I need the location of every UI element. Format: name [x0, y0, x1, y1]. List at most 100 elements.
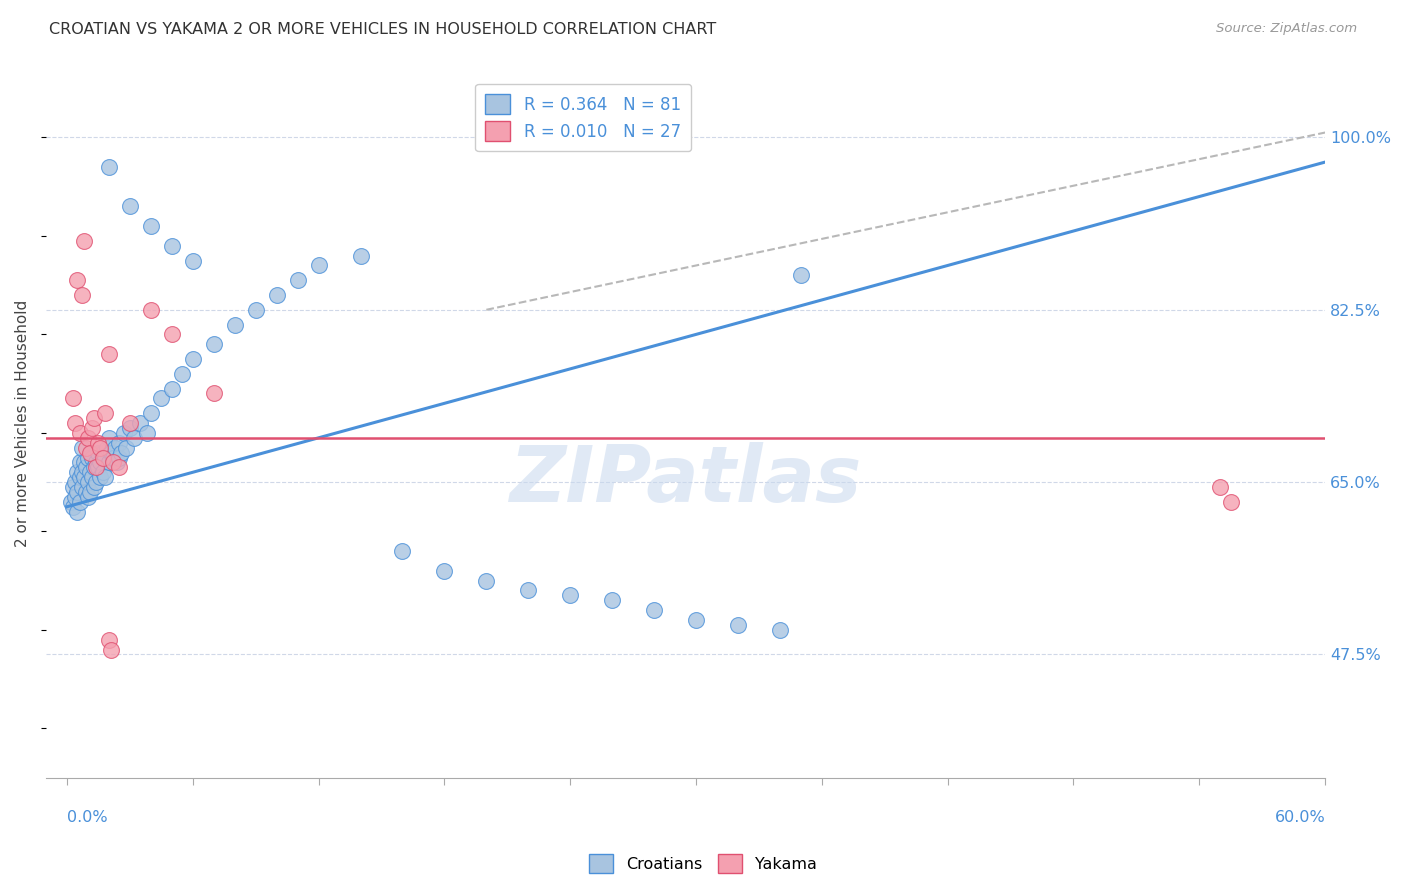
- Point: [101, 450, 124, 465]
- Point: [643, 603, 665, 617]
- Point: [122, 431, 145, 445]
- Point: [65, 416, 87, 430]
- Point: [266, 288, 288, 302]
- Point: [66, 465, 89, 479]
- Point: [769, 623, 792, 637]
- Point: [84, 460, 107, 475]
- Point: [181, 351, 204, 366]
- Point: [62, 392, 84, 406]
- Point: [69, 470, 91, 484]
- Point: [139, 406, 162, 420]
- Point: [91, 450, 114, 465]
- Point: [89, 455, 111, 469]
- Point: [97, 160, 120, 174]
- Point: [75, 485, 97, 500]
- Point: [89, 470, 111, 484]
- Point: [73, 455, 96, 469]
- Text: 60.0%: 60.0%: [1274, 810, 1324, 825]
- Point: [433, 564, 456, 578]
- Point: [70, 465, 93, 479]
- Point: [560, 588, 582, 602]
- Point: [97, 632, 120, 647]
- Point: [69, 495, 91, 509]
- Point: [60, 495, 83, 509]
- Point: [93, 470, 115, 484]
- Text: ZIPatlas: ZIPatlas: [509, 442, 862, 517]
- Point: [97, 455, 120, 469]
- Point: [91, 465, 114, 479]
- Point: [139, 219, 162, 233]
- Text: CROATIAN VS YAKAMA 2 OR MORE VEHICLES IN HOUSEHOLD CORRELATION CHART: CROATIAN VS YAKAMA 2 OR MORE VEHICLES IN…: [49, 22, 717, 37]
- Point: [96, 441, 118, 455]
- Point: [202, 337, 225, 351]
- Point: [77, 475, 100, 489]
- Point: [100, 445, 122, 459]
- Point: [135, 425, 157, 440]
- Legend: Croatians, Yakama: Croatians, Yakama: [583, 847, 823, 880]
- Point: [108, 450, 131, 465]
- Point: [73, 234, 96, 248]
- Point: [89, 441, 111, 455]
- Point: [75, 460, 97, 475]
- Text: 0.0%: 0.0%: [67, 810, 108, 825]
- Point: [84, 455, 107, 469]
- Point: [82, 470, 104, 484]
- Point: [101, 455, 124, 469]
- Point: [93, 450, 115, 465]
- Point: [73, 470, 96, 484]
- Point: [105, 455, 128, 469]
- Point: [77, 490, 100, 504]
- Point: [118, 421, 141, 435]
- Point: [84, 475, 107, 489]
- Point: [82, 450, 104, 465]
- Point: [87, 435, 110, 450]
- Point: [70, 480, 93, 494]
- Point: [160, 327, 183, 342]
- Point: [181, 253, 204, 268]
- Point: [75, 441, 97, 455]
- Point: [77, 450, 100, 465]
- Point: [114, 441, 136, 455]
- Point: [685, 613, 707, 627]
- Point: [93, 406, 115, 420]
- Text: Source: ZipAtlas.com: Source: ZipAtlas.com: [1216, 22, 1357, 36]
- Point: [70, 441, 93, 455]
- Point: [91, 445, 114, 459]
- Point: [150, 392, 173, 406]
- Point: [97, 431, 120, 445]
- Point: [62, 500, 84, 514]
- Point: [65, 490, 87, 504]
- Point: [118, 199, 141, 213]
- Point: [69, 455, 91, 469]
- Point: [110, 445, 132, 459]
- Point: [224, 318, 246, 332]
- Point: [790, 268, 813, 283]
- Point: [79, 465, 101, 479]
- Point: [70, 288, 93, 302]
- Point: [108, 460, 131, 475]
- Point: [87, 445, 110, 459]
- Point: [69, 425, 91, 440]
- Point: [100, 642, 122, 657]
- Point: [517, 583, 540, 598]
- Point: [600, 593, 623, 607]
- Point: [172, 367, 194, 381]
- Point: [79, 445, 101, 459]
- Point: [82, 421, 104, 435]
- Y-axis label: 2 or more Vehicles in Household: 2 or more Vehicles in Household: [15, 300, 30, 547]
- Point: [66, 485, 89, 500]
- Point: [202, 386, 225, 401]
- Point: [727, 618, 749, 632]
- Point: [118, 416, 141, 430]
- Point: [1209, 480, 1232, 494]
- Point: [66, 505, 89, 519]
- Point: [104, 441, 127, 455]
- Legend: R = 0.364   N = 81, R = 0.010   N = 27: R = 0.364 N = 81, R = 0.010 N = 27: [475, 84, 690, 152]
- Point: [349, 249, 371, 263]
- Point: [129, 416, 152, 430]
- Point: [83, 460, 105, 475]
- Point: [97, 347, 120, 361]
- Point: [112, 425, 135, 440]
- Point: [62, 480, 84, 494]
- Point: [83, 411, 105, 425]
